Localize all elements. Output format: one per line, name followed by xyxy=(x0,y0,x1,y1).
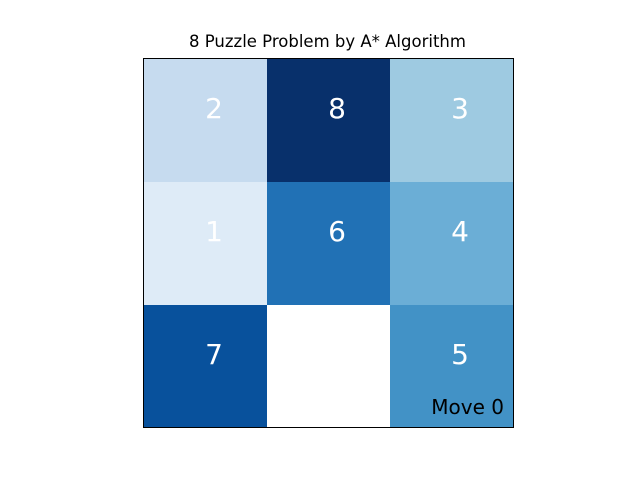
puzzle-tile: 5 xyxy=(390,305,513,427)
tile-number: 5 xyxy=(451,338,469,371)
puzzle-tile: 1 xyxy=(144,182,267,305)
blank-tile xyxy=(267,305,390,427)
tile-number: 3 xyxy=(451,92,469,125)
tile-number: 2 xyxy=(205,92,223,125)
tile-number xyxy=(267,305,407,405)
tile-number: 8 xyxy=(328,92,346,125)
puzzle-tile: 2 xyxy=(144,59,267,182)
puzzle-board: 2 8 3 1 6 4 7 5 Move 0 xyxy=(143,58,514,428)
tile-number: 6 xyxy=(328,215,346,248)
puzzle-tile: 3 xyxy=(390,59,513,182)
puzzle-tile: 4 xyxy=(390,182,513,305)
move-counter: Move 0 xyxy=(431,395,504,419)
tile-number: 7 xyxy=(205,338,223,371)
puzzle-tile: 6 xyxy=(267,182,390,305)
puzzle-tile: 7 xyxy=(144,305,267,427)
tile-number: 1 xyxy=(205,215,223,248)
tile-number: 4 xyxy=(451,215,469,248)
puzzle-title: 8 Puzzle Problem by A* Algorithm xyxy=(189,32,466,51)
puzzle-tile: 8 xyxy=(267,59,390,182)
